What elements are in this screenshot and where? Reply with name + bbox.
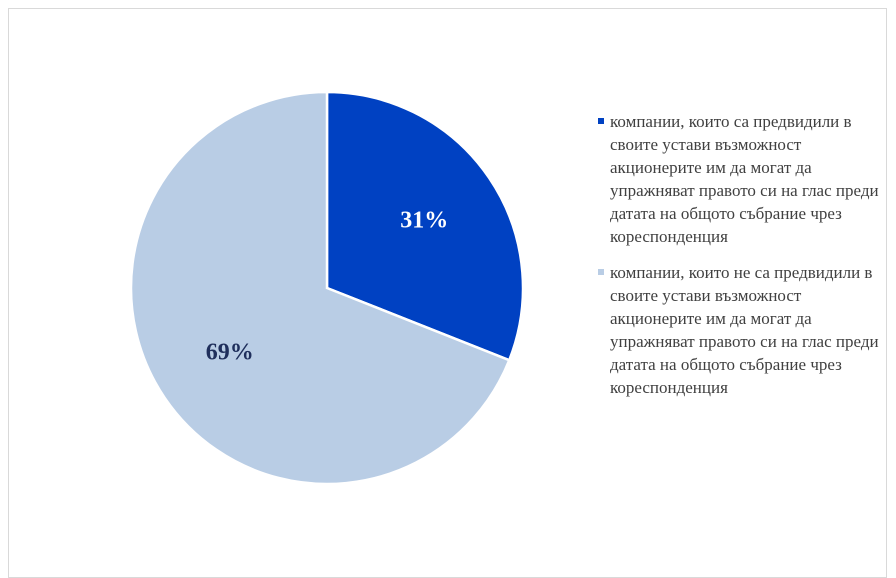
legend: компании, които са предвидили в своите у… [598, 110, 890, 412]
pie-slice [325, 90, 525, 362]
pie-slice [129, 90, 511, 486]
legend-item: компании, които не са предвидили в своит… [598, 261, 890, 399]
legend-label: компании, които не са предвидили в своит… [610, 263, 879, 397]
data-label: 31% [400, 207, 448, 233]
data-label: 69% [206, 340, 254, 366]
legend-swatch [598, 118, 604, 124]
legend-item: компании, които са предвидили в своите у… [598, 110, 890, 248]
legend-swatch [598, 269, 604, 275]
legend-label: компании, които са предвидили в своите у… [610, 112, 879, 246]
